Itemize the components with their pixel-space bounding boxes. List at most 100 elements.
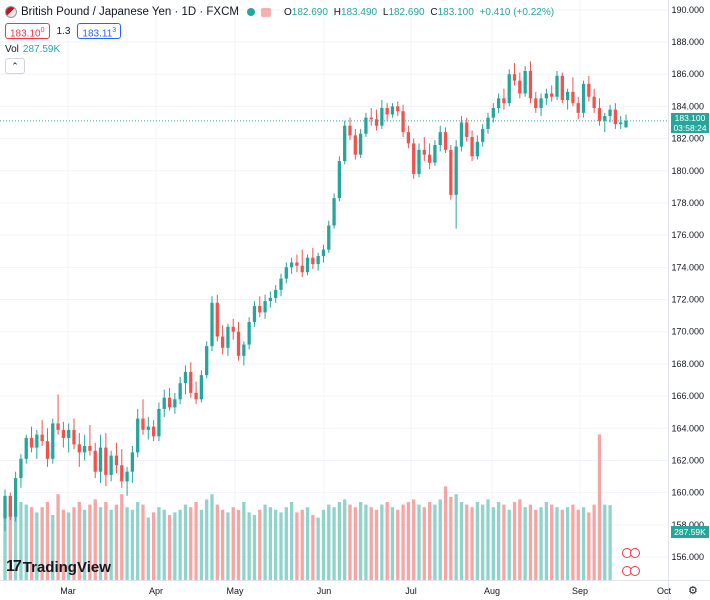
candle-body[interactable] (454, 146, 458, 195)
candle-body[interactable] (507, 74, 511, 104)
candle-body[interactable] (619, 122, 623, 125)
sell-button[interactable]: 183.100 (5, 23, 50, 39)
candle-body[interactable] (613, 109, 618, 125)
candle-body[interactable] (401, 111, 405, 133)
candle-body[interactable] (587, 83, 591, 97)
candle-body[interactable] (268, 297, 273, 302)
candle-body[interactable] (311, 257, 315, 265)
candle-body[interactable] (146, 426, 150, 430)
candle-body[interactable] (443, 132, 448, 150)
candle-body[interactable] (125, 471, 129, 482)
candle-body[interactable] (358, 133, 363, 155)
candle-body[interactable] (56, 423, 60, 430)
price-axis[interactable]: 190.000 188.000 186.000 184.000 182.000 180.0… (668, 0, 705, 600)
flag-icon[interactable] (260, 7, 271, 17)
candle-body[interactable] (343, 125, 347, 162)
candle-body[interactable] (114, 455, 119, 466)
candle-body[interactable] (45, 441, 50, 459)
candle-body[interactable] (252, 305, 257, 323)
candle-body[interactable] (300, 265, 304, 273)
candle-body[interactable] (502, 98, 506, 104)
candle-body[interactable] (35, 434, 39, 448)
candle-body[interactable] (603, 116, 607, 121)
candle-body[interactable] (523, 70, 527, 94)
candle-body[interactable] (332, 198, 336, 226)
candle-series[interactable] (3, 61, 628, 532)
candle-body[interactable] (597, 107, 602, 121)
buy-button[interactable]: 183.113 (77, 23, 122, 39)
candle-body[interactable] (226, 326, 230, 348)
candle-body[interactable] (289, 262, 294, 268)
candle-body[interactable] (327, 225, 331, 250)
time-axis[interactable]: Mar Apr May Jun Jul Aug Sep Oct ⚙ (0, 580, 710, 598)
candle-body[interactable] (231, 326, 235, 332)
candle-body[interactable] (19, 458, 23, 479)
candle-body[interactable] (194, 392, 198, 400)
candle-body[interactable] (279, 278, 283, 290)
candle-body[interactable] (518, 80, 522, 94)
candle-body[interactable] (88, 445, 92, 451)
candle-body[interactable] (470, 136, 474, 157)
candle-body[interactable] (560, 75, 564, 100)
candle-body[interactable] (380, 107, 384, 126)
candle-body[interactable] (305, 257, 310, 273)
candle-body[interactable] (374, 119, 379, 126)
candle-body[interactable] (422, 149, 426, 155)
candle-body[interactable] (539, 98, 543, 108)
candle-body[interactable] (67, 429, 71, 438)
candle-body[interactable] (274, 289, 278, 298)
candle-body[interactable] (427, 154, 432, 163)
candle-body[interactable] (581, 83, 586, 113)
candle-body[interactable] (369, 117, 373, 120)
candle-body[interactable] (385, 107, 389, 115)
candle-body[interactable] (82, 445, 87, 453)
candle-body[interactable] (465, 122, 469, 137)
candle-body[interactable] (51, 423, 55, 459)
event-icon[interactable] (630, 566, 640, 576)
candle-body[interactable] (3, 495, 7, 519)
candle-body[interactable] (167, 397, 172, 408)
candle-body[interactable] (258, 305, 262, 313)
candle-body[interactable] (205, 346, 209, 376)
candle-body[interactable] (592, 96, 596, 108)
candle-body[interactable] (534, 98, 538, 108)
candle-body[interactable] (247, 322, 251, 345)
candle-body[interactable] (98, 447, 103, 472)
candle-body[interactable] (236, 331, 241, 356)
candle-body[interactable] (396, 106, 400, 112)
candle-body[interactable] (210, 302, 214, 347)
event-icon[interactable] (630, 548, 640, 558)
candle-body[interactable] (173, 399, 177, 408)
candle-body[interactable] (433, 145, 437, 163)
candle-body[interactable] (550, 93, 554, 97)
candle-body[interactable] (390, 106, 395, 115)
candle-body[interactable] (151, 426, 156, 437)
candle-body[interactable] (189, 371, 193, 393)
tradingview-logo[interactable]: 17 TradingView (6, 558, 111, 576)
candle-body[interactable] (130, 452, 135, 472)
candle-body[interactable] (412, 143, 416, 174)
candle-body[interactable] (157, 408, 161, 437)
candle-body[interactable] (417, 149, 421, 174)
candle-body[interactable] (220, 336, 225, 348)
candle-body[interactable] (13, 478, 18, 517)
candle-body[interactable] (284, 267, 288, 279)
candle-body[interactable] (512, 74, 517, 81)
candle-body[interactable] (61, 429, 66, 438)
candle-body[interactable] (93, 450, 97, 472)
candle-body[interactable] (109, 455, 113, 475)
gear-icon[interactable]: ⚙ (688, 584, 698, 597)
volume-legend[interactable]: Vol 287.59K (5, 44, 60, 55)
candle-body[interactable] (475, 141, 480, 157)
candle-body[interactable] (481, 128, 485, 142)
candle-body[interactable] (215, 302, 219, 337)
candle-body[interactable] (263, 301, 267, 313)
candle-body[interactable] (24, 437, 28, 459)
candle-body[interactable] (624, 120, 628, 128)
candle-body[interactable] (449, 149, 453, 195)
candle-body[interactable] (178, 383, 182, 400)
candle-body[interactable] (576, 103, 580, 113)
candle-body[interactable] (199, 375, 204, 400)
candle-body[interactable] (136, 418, 140, 453)
